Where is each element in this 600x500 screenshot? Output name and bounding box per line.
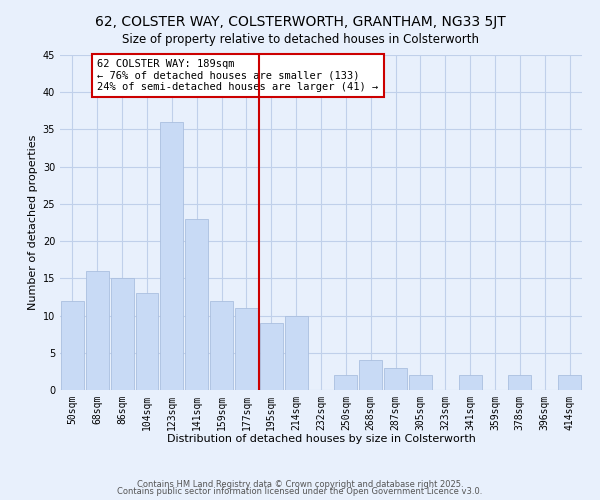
Bar	[61, 300, 84, 390]
Y-axis label: Number of detached properties: Number of detached properties	[28, 135, 38, 310]
Bar	[508, 375, 531, 390]
Text: Size of property relative to detached houses in Colsterworth: Size of property relative to detached ho…	[121, 32, 479, 46]
Bar	[558, 375, 581, 390]
Bar	[285, 316, 308, 390]
Text: 62 COLSTER WAY: 189sqm
← 76% of detached houses are smaller (133)
24% of semi-de: 62 COLSTER WAY: 189sqm ← 76% of detached…	[97, 58, 379, 92]
Bar	[359, 360, 382, 390]
Bar	[260, 323, 283, 390]
Bar	[136, 293, 158, 390]
Bar	[384, 368, 407, 390]
Bar	[160, 122, 183, 390]
Bar	[459, 375, 482, 390]
Text: Contains HM Land Registry data © Crown copyright and database right 2025.: Contains HM Land Registry data © Crown c…	[137, 480, 463, 489]
Text: Contains public sector information licensed under the Open Government Licence v3: Contains public sector information licen…	[118, 487, 482, 496]
Bar	[210, 300, 233, 390]
Bar	[111, 278, 134, 390]
Text: 62, COLSTER WAY, COLSTERWORTH, GRANTHAM, NG33 5JT: 62, COLSTER WAY, COLSTERWORTH, GRANTHAM,…	[95, 15, 505, 29]
Bar	[409, 375, 432, 390]
Bar	[86, 271, 109, 390]
Bar	[235, 308, 258, 390]
Bar	[185, 219, 208, 390]
Bar	[334, 375, 357, 390]
X-axis label: Distribution of detached houses by size in Colsterworth: Distribution of detached houses by size …	[167, 434, 475, 444]
